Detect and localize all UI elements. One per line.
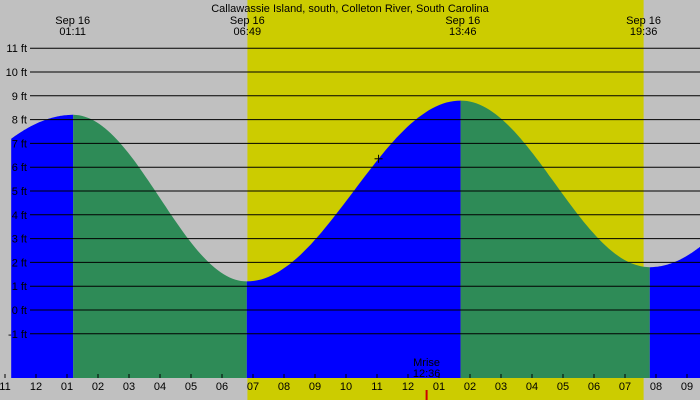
- y-tick-label: 1 ft: [12, 281, 27, 293]
- x-tick-label: 01: [433, 381, 445, 393]
- x-tick-label: 10: [340, 381, 352, 393]
- y-tick-label: 2 ft: [12, 257, 27, 269]
- y-axis-labels: 11 ft 10 ft 9 ft 8 ft 7 ft 6 ft 5 ft 4 ft 3 ft 2 …: [6, 43, 27, 341]
- x-tick-label: 06: [216, 381, 228, 393]
- x-tick-label: 05: [557, 381, 569, 393]
- y-tick-label: 11 ft: [6, 43, 27, 55]
- x-tick-label: 03: [123, 381, 135, 393]
- y-tick-label: 9 ft: [12, 91, 27, 103]
- sun-event-time: 19:36: [630, 26, 658, 38]
- x-axis: 11 12 01 02 03 04 05 06 07 08 09 10 11 12 01 02 03 04 05 06…: [0, 374, 693, 393]
- chart-title: Callawassie Island, south, Colleton Rive…: [211, 3, 489, 15]
- sun-event-time: 06:49: [234, 26, 262, 38]
- x-tick-label: 07: [619, 381, 631, 393]
- y-tick-label: -1 ft: [8, 329, 27, 341]
- current-time-marker: [374, 154, 383, 163]
- y-tick-label: 6 ft: [12, 162, 27, 174]
- x-tick-label: 08: [278, 381, 290, 393]
- y-tick-label: 0 ft: [12, 305, 27, 317]
- tide-fill-group: [11, 100, 700, 379]
- x-tick-label: 11: [371, 381, 382, 393]
- x-tick-label: 09: [681, 381, 693, 393]
- x-tick-label: 04: [526, 381, 538, 393]
- rising-tide-area: [11, 114, 74, 379]
- x-tick-label: 02: [92, 381, 104, 393]
- x-tick-label: 09: [309, 381, 321, 393]
- falling-tide-area: [460, 100, 650, 378]
- sun-event-time: 13:46: [449, 26, 477, 38]
- moonrise-time: 12:36: [413, 368, 441, 380]
- rising-tide-area: [649, 246, 700, 378]
- x-tick-label: 11: [0, 381, 11, 393]
- y-tick-label: 8 ft: [12, 115, 27, 127]
- x-tick-label: 12: [402, 381, 414, 393]
- x-tick-label: 06: [588, 381, 600, 393]
- falling-tide-area: [73, 114, 247, 379]
- y-tick-label: 3 ft: [12, 234, 27, 246]
- sun-event-date: Sep 16: [445, 15, 480, 27]
- y-tick-label: 5 ft: [12, 186, 27, 198]
- x-tick-label: 02: [464, 381, 476, 393]
- x-tick-label: 05: [185, 381, 197, 393]
- x-tick-label: 04: [154, 381, 166, 393]
- moonrise-label: Mrise: [413, 357, 440, 369]
- sun-event-date: Sep 16: [230, 15, 265, 27]
- sun-event-date: Sep 16: [626, 15, 661, 27]
- x-tick-label: 07: [247, 381, 259, 393]
- x-tick-label: 03: [495, 381, 507, 393]
- rising-tide-area: [246, 100, 461, 378]
- sun-event-time: 01:11: [59, 26, 86, 38]
- x-tick-label: 01: [61, 381, 73, 393]
- y-tick-label: 4 ft: [12, 210, 27, 222]
- grid-lines: [30, 47, 700, 335]
- x-tick-label: 08: [650, 381, 662, 393]
- sun-event-date: Sep 16: [55, 15, 90, 27]
- moon-event-group: Mrise 12:36: [413, 357, 441, 400]
- x-tick-label: 12: [30, 381, 42, 393]
- y-tick-label: 7 ft: [12, 138, 27, 150]
- y-tick-label: 10 ft: [6, 67, 27, 79]
